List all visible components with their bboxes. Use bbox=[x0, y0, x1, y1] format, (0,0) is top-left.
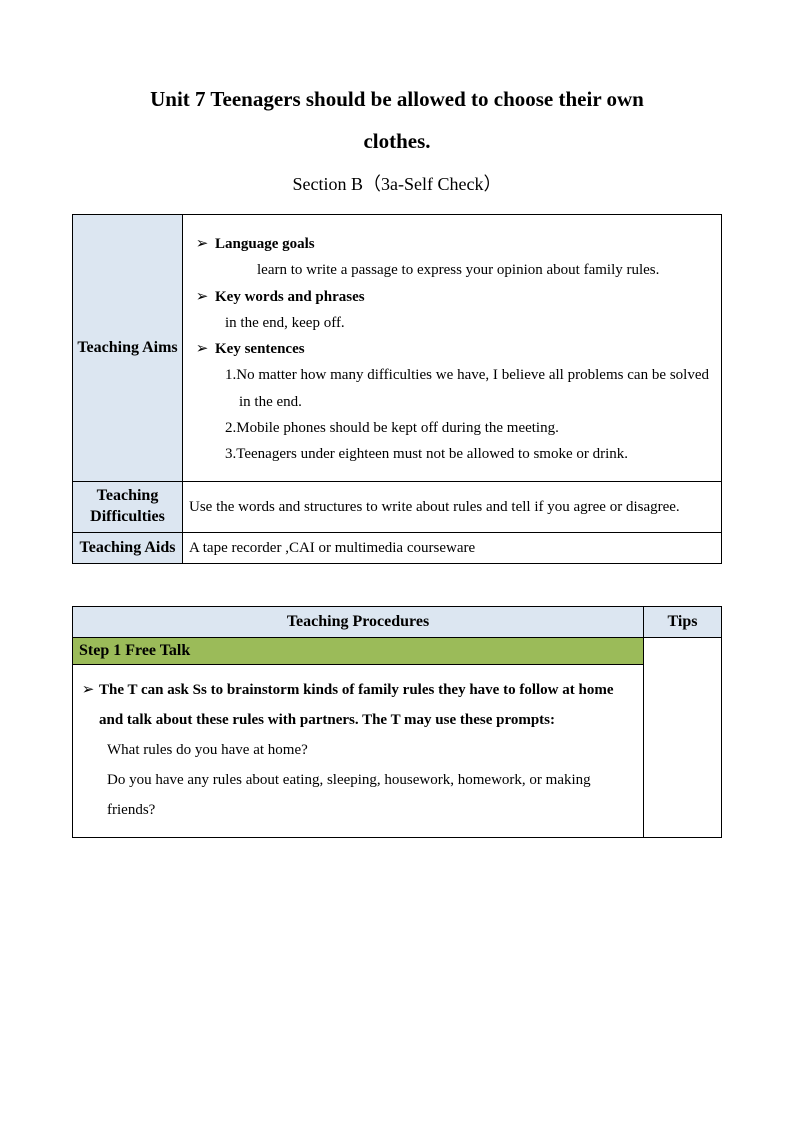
title-line-2: clothes. bbox=[363, 129, 430, 153]
step-1-prompt: The T can ask Ss to brainstorm kinds of … bbox=[99, 675, 633, 735]
prompt-question-1: What rules do you have at home? bbox=[77, 735, 633, 765]
teaching-difficulties-label: Teaching Difficulties bbox=[73, 482, 183, 533]
key-sentence-3: 3.Teenagers under eighteen must not be a… bbox=[189, 441, 713, 467]
key-words-heading: Key words and phrases bbox=[215, 284, 713, 310]
section-subtitle: Section B（3a-Self Check） bbox=[72, 170, 722, 196]
language-goals-body: learn to write a passage to express your… bbox=[189, 257, 713, 283]
chevron-right-icon: ➢ bbox=[189, 336, 215, 362]
step-1-content: ➢ The T can ask Ss to brainstorm kinds o… bbox=[73, 665, 644, 838]
teaching-procedures-table: Teaching Procedures Tips Step 1 Free Tal… bbox=[72, 606, 722, 838]
chevron-right-icon: ➢ bbox=[189, 284, 215, 310]
teaching-aims-label: Teaching Aims bbox=[73, 215, 183, 482]
key-words-body: in the end, keep off. bbox=[189, 310, 713, 336]
tips-empty-cell bbox=[644, 638, 722, 838]
key-sentence-1: 1.No matter how many difficulties we hav… bbox=[189, 362, 713, 415]
language-goals-heading: Language goals bbox=[215, 231, 713, 257]
step-1-header: Step 1 Free Talk bbox=[73, 638, 644, 665]
prompt-question-2: Do you have any rules about eating, slee… bbox=[77, 765, 633, 825]
teaching-info-table: Teaching Aims ➢ Language goals learn to … bbox=[72, 214, 722, 564]
key-sentences-heading: Key sentences bbox=[215, 336, 713, 362]
tips-header: Tips bbox=[644, 607, 722, 638]
chevron-right-icon: ➢ bbox=[77, 675, 99, 705]
teaching-aims-content: ➢ Language goals learn to write a passag… bbox=[183, 215, 722, 482]
teaching-aids-label: Teaching Aids bbox=[73, 532, 183, 563]
key-sentence-2: 2.Mobile phones should be kept off durin… bbox=[189, 415, 713, 441]
procedures-header: Teaching Procedures bbox=[73, 607, 644, 638]
title-line-1: Unit 7 Teenagers should be allowed to ch… bbox=[150, 87, 644, 111]
chevron-right-icon: ➢ bbox=[189, 231, 215, 257]
teaching-aids-body: A tape recorder ,CAI or multimedia cours… bbox=[183, 532, 722, 563]
unit-title: Unit 7 Teenagers should be allowed to ch… bbox=[72, 78, 722, 162]
teaching-difficulties-body: Use the words and structures to write ab… bbox=[183, 482, 722, 533]
